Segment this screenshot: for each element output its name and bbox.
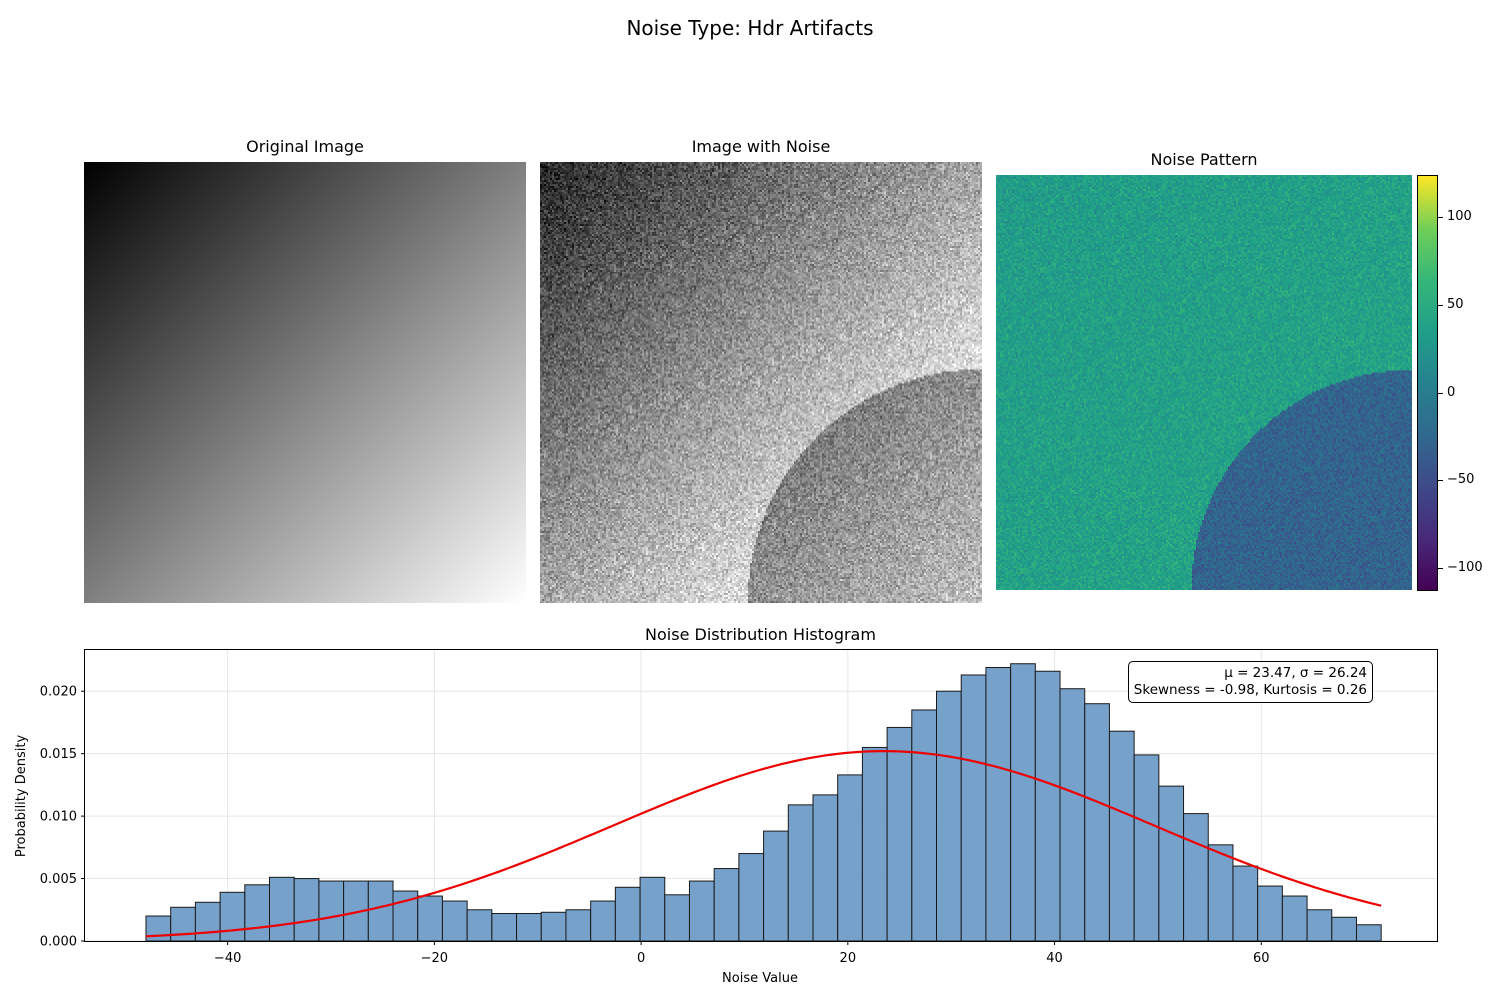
histogram-bar [960,674,987,942]
histogram-bar [664,894,690,942]
histogram-bar [491,913,518,942]
stats-line-mean-std: μ = 23.47, σ = 26.24 [1224,665,1367,681]
x-tick-label: 20 [840,951,857,966]
histogram-bar [886,726,913,942]
plot-frame [84,649,1438,942]
histogram-bar [269,876,295,942]
x-tick-label: 60 [1253,951,1270,966]
histogram-bar [639,876,666,942]
histogram-bar [540,911,567,942]
colorbar-tick-label: 100 [1447,209,1472,225]
noisy-image [540,162,982,603]
histogram-bar [911,709,938,942]
histogram-bar [1207,844,1234,942]
colorbar-tick [1438,568,1443,570]
fit-curve [145,750,1382,938]
y-tick-label: 0.010 [40,810,77,825]
histogram-bar [837,774,863,942]
histogram-bar [293,878,320,942]
histogram-bar [1133,754,1160,942]
histogram-bar [812,794,839,942]
histogram-bar [244,884,271,942]
histogram-bar [787,804,814,942]
histogram-bar [516,913,542,942]
x-tick-label: −20 [421,951,448,966]
histogram-bar [1183,813,1209,942]
histogram-bar [194,901,221,942]
colorbar-tick-label: 0 [1447,384,1456,400]
noise-pattern-image [996,175,1412,590]
y-tick-label: 0.005 [40,872,77,887]
figure-title: Noise Type: Hdr Artifacts [626,16,874,40]
histogram-bar [590,900,616,942]
x-axis-label: Noise Value [722,971,798,986]
histogram-bar [565,909,592,942]
histogram-bar [367,880,394,942]
colorbar-tick [1438,392,1443,394]
histogram-bar [441,900,468,942]
colorbar-ticks: 100 50 0 −50 −100 [1438,175,1498,591]
histogram-bar [466,909,493,942]
original-image [84,162,526,603]
histogram-title: Noise Distribution Histogram [645,625,876,644]
stats-box: μ = 23.47, σ = 26.24 Skewness = -0.98, K… [1127,661,1373,703]
histogram-bar [1257,885,1283,942]
noise-pattern-title: Noise Pattern [1150,150,1258,169]
histogram-bar [1232,865,1259,942]
histogram-bar [1010,663,1036,942]
histogram-bar [1059,688,1086,942]
stats-line-skew-kurt: Skewness = -0.98, Kurtosis = 0.26 [1133,682,1367,698]
y-axis-label: Probability Density [14,735,29,858]
x-tick-label: 40 [1046,951,1063,966]
histogram-bar [936,690,962,942]
colorbar-tick [1438,480,1443,482]
histogram-bar [1306,909,1333,942]
histogram-bar [738,853,765,942]
histogram-bar [763,830,789,942]
histogram-bar [1355,924,1382,942]
histogram-bar [985,666,1012,942]
histogram-bar [145,915,172,942]
histogram-bar [417,895,443,942]
colorbar [1417,175,1438,591]
histogram-bar [1281,895,1308,942]
histogram-bar [861,746,888,942]
histogram-bar [318,880,345,942]
colorbar-tick-label: −100 [1447,560,1483,576]
colorbar-tick-label: 50 [1447,296,1464,312]
x-tick-label: 0 [637,951,645,966]
noisy-image-title: Image with Noise [691,137,831,156]
histogram-bar [688,880,715,942]
histogram-bar [1034,670,1061,942]
histogram-bar [219,891,246,942]
histogram-bar [713,868,740,942]
histogram-bar [1108,730,1135,942]
histogram-bar [1158,785,1185,942]
colorbar-tick [1438,217,1443,219]
histogram-bar [1084,703,1110,942]
x-tick-label: −40 [214,951,241,966]
y-tick-label: 0.000 [40,935,77,950]
y-tick-label: 0.015 [40,747,77,762]
original-image-title: Original Image [246,137,364,156]
histogram-bar [1331,916,1357,942]
histogram-bar [170,906,196,942]
colorbar-tick [1438,304,1443,306]
y-tick-label: 0.020 [40,685,77,700]
histogram-bar [614,886,641,942]
colorbar-tick-label: −50 [1447,472,1475,488]
